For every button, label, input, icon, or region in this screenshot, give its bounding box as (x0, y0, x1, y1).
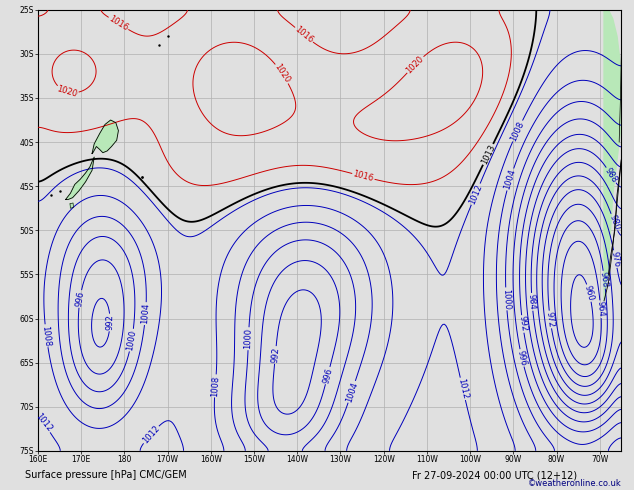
Text: 1004: 1004 (140, 303, 151, 324)
Polygon shape (70, 203, 74, 208)
Text: 960: 960 (583, 284, 595, 302)
Text: 996: 996 (321, 367, 334, 384)
Text: 1012: 1012 (141, 424, 162, 445)
Text: 968: 968 (599, 271, 610, 288)
Text: 1000: 1000 (126, 329, 138, 351)
Text: Surface pressure [hPa] CMC/GEM: Surface pressure [hPa] CMC/GEM (25, 470, 187, 480)
Text: 1012: 1012 (34, 412, 54, 434)
Text: ©weatheronline.co.uk: ©weatheronline.co.uk (527, 479, 621, 488)
Text: 1000: 1000 (501, 288, 511, 310)
Polygon shape (92, 120, 119, 153)
Text: 1016: 1016 (293, 24, 315, 45)
Text: 1013: 1013 (479, 143, 497, 166)
Text: 1012: 1012 (456, 378, 470, 400)
Text: 992: 992 (517, 316, 528, 332)
Text: 1004: 1004 (503, 168, 517, 191)
Text: 964: 964 (595, 301, 605, 318)
Text: 1020: 1020 (56, 84, 79, 99)
Text: 976: 976 (609, 250, 621, 268)
Text: 1012: 1012 (467, 183, 484, 206)
Text: 988: 988 (603, 166, 619, 184)
Text: 980: 980 (607, 213, 621, 231)
Text: 1020: 1020 (404, 54, 426, 75)
Text: 1000: 1000 (243, 328, 254, 349)
Text: 1020: 1020 (273, 62, 292, 85)
Text: 1008: 1008 (210, 375, 221, 397)
Text: 992: 992 (270, 347, 281, 363)
Text: 1016: 1016 (107, 14, 130, 33)
Text: 1008: 1008 (509, 120, 526, 143)
Polygon shape (66, 157, 94, 199)
Text: 996: 996 (515, 349, 528, 367)
Text: 972: 972 (545, 311, 556, 328)
Text: 1008: 1008 (41, 325, 52, 347)
Text: 1004: 1004 (344, 380, 359, 403)
Text: 992: 992 (105, 315, 115, 330)
Text: 1016: 1016 (352, 170, 375, 183)
Text: 984: 984 (527, 294, 537, 310)
Polygon shape (604, 10, 621, 301)
Text: Fr 27-09-2024 00:00 UTC (12+12): Fr 27-09-2024 00:00 UTC (12+12) (412, 470, 577, 480)
Text: 996: 996 (74, 291, 86, 307)
